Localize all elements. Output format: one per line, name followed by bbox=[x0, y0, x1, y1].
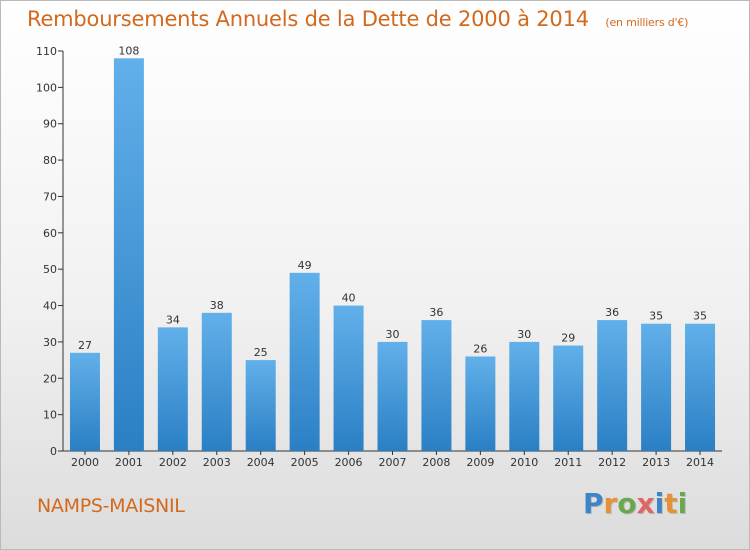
data-label-2011: 29 bbox=[561, 332, 575, 345]
bar-2014 bbox=[685, 323, 716, 451]
x-tick-label-2000: 2000 bbox=[71, 456, 99, 469]
bar-2000 bbox=[69, 352, 100, 451]
bar-2005 bbox=[289, 272, 320, 451]
bar-2003 bbox=[201, 312, 232, 451]
data-label-2012: 36 bbox=[605, 306, 619, 319]
x-tick-label-2002: 2002 bbox=[159, 456, 187, 469]
y-tick-label: 110 bbox=[36, 45, 57, 58]
x-tick-label-2011: 2011 bbox=[554, 456, 582, 469]
y-tick-label: 100 bbox=[36, 81, 57, 94]
data-label-2002: 34 bbox=[166, 313, 180, 326]
data-label-2010: 30 bbox=[517, 328, 531, 341]
data-label-2014: 35 bbox=[693, 310, 707, 323]
x-tick-label-2013: 2013 bbox=[642, 456, 670, 469]
y-tick-label: 90 bbox=[43, 118, 57, 131]
data-label-2000: 27 bbox=[78, 339, 92, 352]
y-tick-label: 70 bbox=[43, 190, 57, 203]
logo-letter: i bbox=[654, 487, 665, 520]
logo-letter: i bbox=[677, 487, 688, 520]
chart-title-text: Remboursements Annuels de la Dette de 20… bbox=[27, 7, 589, 31]
bar-2009 bbox=[465, 356, 496, 451]
logo-letter: x bbox=[636, 487, 655, 520]
bar-2013 bbox=[641, 323, 672, 451]
x-tick-label-2006: 2006 bbox=[335, 456, 363, 469]
bar-2011 bbox=[553, 345, 584, 451]
logo-letter: r bbox=[603, 487, 618, 520]
bar-2012 bbox=[597, 320, 628, 451]
y-tick-label: 20 bbox=[43, 372, 57, 385]
x-tick-label-2012: 2012 bbox=[598, 456, 626, 469]
data-label-2007: 30 bbox=[386, 328, 400, 341]
x-tick-label-2004: 2004 bbox=[247, 456, 275, 469]
logo-letter: t bbox=[664, 487, 678, 520]
x-tick-label-2001: 2001 bbox=[115, 456, 143, 469]
bar-2002 bbox=[157, 327, 188, 451]
bar-2007 bbox=[377, 341, 408, 451]
data-label-2005: 49 bbox=[298, 259, 312, 272]
y-tick-label: 30 bbox=[43, 336, 57, 349]
data-label-2001: 108 bbox=[118, 44, 139, 57]
y-tick-label: 50 bbox=[43, 263, 57, 276]
x-tick-label-2007: 2007 bbox=[379, 456, 407, 469]
x-tick-label-2014: 2014 bbox=[686, 456, 714, 469]
x-tick-label-2003: 2003 bbox=[203, 456, 231, 469]
y-tick-label: 0 bbox=[50, 445, 57, 458]
bar-2010 bbox=[509, 341, 540, 451]
y-tick-label: 80 bbox=[43, 154, 57, 167]
bar-2004 bbox=[245, 360, 276, 451]
chart-subtitle: (en milliers d'€) bbox=[605, 16, 689, 29]
chart-title: Remboursements Annuels de la Dette de 20… bbox=[27, 7, 688, 31]
data-label-2006: 40 bbox=[342, 292, 356, 305]
y-tick-label: 60 bbox=[43, 227, 57, 240]
bar-2001 bbox=[113, 58, 144, 451]
data-label-2008: 36 bbox=[429, 306, 443, 319]
bar-2008 bbox=[421, 320, 452, 451]
logo-letter: P bbox=[583, 487, 604, 520]
x-tick-label-2005: 2005 bbox=[291, 456, 319, 469]
x-tick-label-2009: 2009 bbox=[466, 456, 494, 469]
bar-2006 bbox=[333, 305, 364, 451]
logo-letter: o bbox=[617, 487, 637, 520]
data-label-2003: 38 bbox=[210, 299, 224, 312]
data-label-2004: 25 bbox=[254, 346, 268, 359]
y-tick-label: 40 bbox=[43, 300, 57, 313]
x-tick-label-2008: 2008 bbox=[422, 456, 450, 469]
proxiti-logo: Proxiti bbox=[583, 487, 687, 520]
data-label-2009: 26 bbox=[473, 342, 487, 355]
x-tick-label-2010: 2010 bbox=[510, 456, 538, 469]
y-tick-label: 10 bbox=[43, 409, 57, 422]
data-label-2013: 35 bbox=[649, 310, 663, 323]
commune-name: NAMPS-MAISNIL bbox=[37, 495, 185, 517]
